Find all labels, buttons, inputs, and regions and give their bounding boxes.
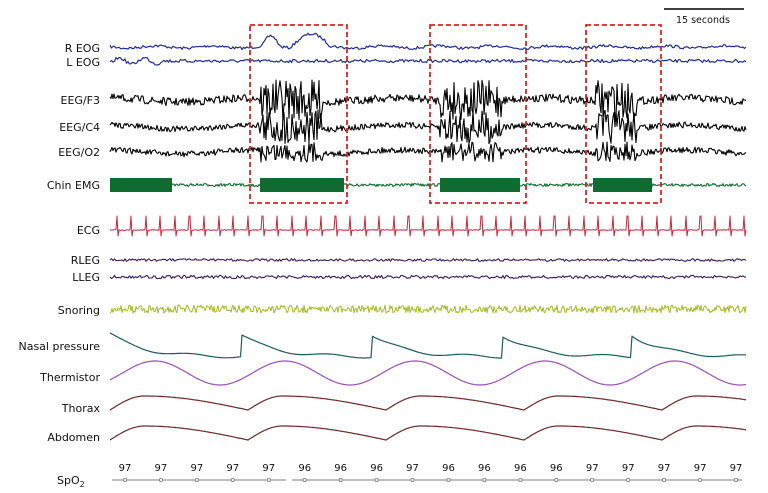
spo2-marker bbox=[194, 477, 199, 482]
label-snoring: Snoring bbox=[58, 304, 100, 317]
spo2-value: 97 bbox=[622, 463, 635, 474]
spo2-marker bbox=[662, 477, 667, 482]
emg-burst bbox=[593, 178, 652, 192]
label-eeg-o2: EEG/O2 bbox=[58, 146, 100, 159]
spo2-marker bbox=[590, 477, 595, 482]
spo2-marker bbox=[266, 477, 271, 482]
spo2-marker bbox=[158, 477, 163, 482]
emg-burst bbox=[440, 178, 520, 192]
trace-eeg-o2 bbox=[109, 141, 747, 163]
trace-snoring bbox=[109, 304, 747, 314]
spo2-value: 96 bbox=[442, 463, 455, 474]
label-eeg-c4: EEG/C4 bbox=[59, 121, 100, 134]
trace-abdomen bbox=[109, 425, 747, 441]
highlight-box bbox=[249, 24, 348, 204]
emg-burst bbox=[260, 178, 344, 192]
spo2-marker bbox=[302, 477, 307, 482]
label-l-eog: L EOG bbox=[66, 56, 100, 69]
spo2-value: 96 bbox=[370, 463, 383, 474]
highlight-box bbox=[429, 24, 527, 204]
spo2-marker bbox=[410, 477, 415, 482]
channel-labels: R EOG L EOG EEG/F3 EEG/C4 EEG/O2 Chin EM… bbox=[18, 42, 100, 489]
spo2-value: 97 bbox=[155, 463, 168, 474]
spo2-marker bbox=[230, 477, 235, 482]
trace-nasal-pressure bbox=[109, 332, 747, 359]
emg-burst bbox=[110, 178, 172, 192]
spo2-value: 97 bbox=[658, 463, 671, 474]
spo2-marker bbox=[374, 477, 379, 482]
spo2-value: 97 bbox=[694, 463, 707, 474]
spo2-marker bbox=[734, 477, 739, 482]
trace-ecg bbox=[109, 215, 747, 237]
spo2-marker bbox=[446, 477, 451, 482]
trace-thorax bbox=[109, 395, 747, 411]
label-r-eog: R EOG bbox=[65, 42, 100, 55]
trace-l-eog bbox=[109, 56, 747, 66]
trace-eeg-c4 bbox=[109, 109, 747, 145]
spo2-value: 97 bbox=[226, 463, 239, 474]
spo2-value: 96 bbox=[334, 463, 347, 474]
label-abdomen: Abdomen bbox=[47, 431, 100, 444]
spo2-marker bbox=[482, 477, 487, 482]
scale-bar-label: 15 seconds bbox=[676, 15, 730, 26]
spo2-row: 97 97 97 97 97 96 96 96 97 96 96 96 96 97 97 97 97 97 bbox=[112, 463, 742, 482]
trace-thermistor bbox=[109, 360, 747, 386]
label-chin-emg: Chin EMG bbox=[47, 179, 100, 192]
spo2-value: 96 bbox=[514, 463, 527, 474]
spo2-value: 97 bbox=[586, 463, 599, 474]
label-rleg: RLEG bbox=[71, 254, 100, 267]
label-thermistor: Thermistor bbox=[39, 371, 100, 384]
label-lleg: LLEG bbox=[72, 271, 100, 284]
arousal-highlight-boxes bbox=[249, 24, 662, 204]
spo2-marker bbox=[338, 477, 343, 482]
spo2-value: 97 bbox=[262, 463, 275, 474]
spo2-marker bbox=[123, 477, 128, 482]
trace-eeg-f3 bbox=[109, 79, 747, 121]
scale-bar: 15 seconds bbox=[664, 8, 744, 26]
trace-r-eog bbox=[109, 32, 747, 51]
spo2-value: 97 bbox=[730, 463, 743, 474]
label-thorax: Thorax bbox=[61, 402, 101, 415]
spo2-marker bbox=[554, 477, 559, 482]
label-eeg-f3: EEG/F3 bbox=[61, 94, 100, 107]
signal-traces bbox=[109, 32, 747, 441]
label-nasal-pressure: Nasal pressure bbox=[18, 340, 100, 353]
spo2-value: 96 bbox=[298, 463, 311, 474]
spo2-marker bbox=[626, 477, 631, 482]
trace-lleg bbox=[109, 274, 746, 280]
spo2-value: 96 bbox=[478, 463, 491, 474]
spo2-value: 97 bbox=[191, 463, 204, 474]
spo2-value: 97 bbox=[119, 463, 132, 474]
spo2-marker bbox=[698, 477, 703, 482]
label-ecg: ECG bbox=[77, 224, 100, 237]
spo2-value: 97 bbox=[406, 463, 419, 474]
label-spo2: SpO2 bbox=[57, 474, 85, 489]
spo2-marker bbox=[518, 477, 523, 482]
highlight-box bbox=[585, 24, 662, 204]
trace-rleg bbox=[109, 258, 747, 262]
spo2-value: 96 bbox=[550, 463, 563, 474]
